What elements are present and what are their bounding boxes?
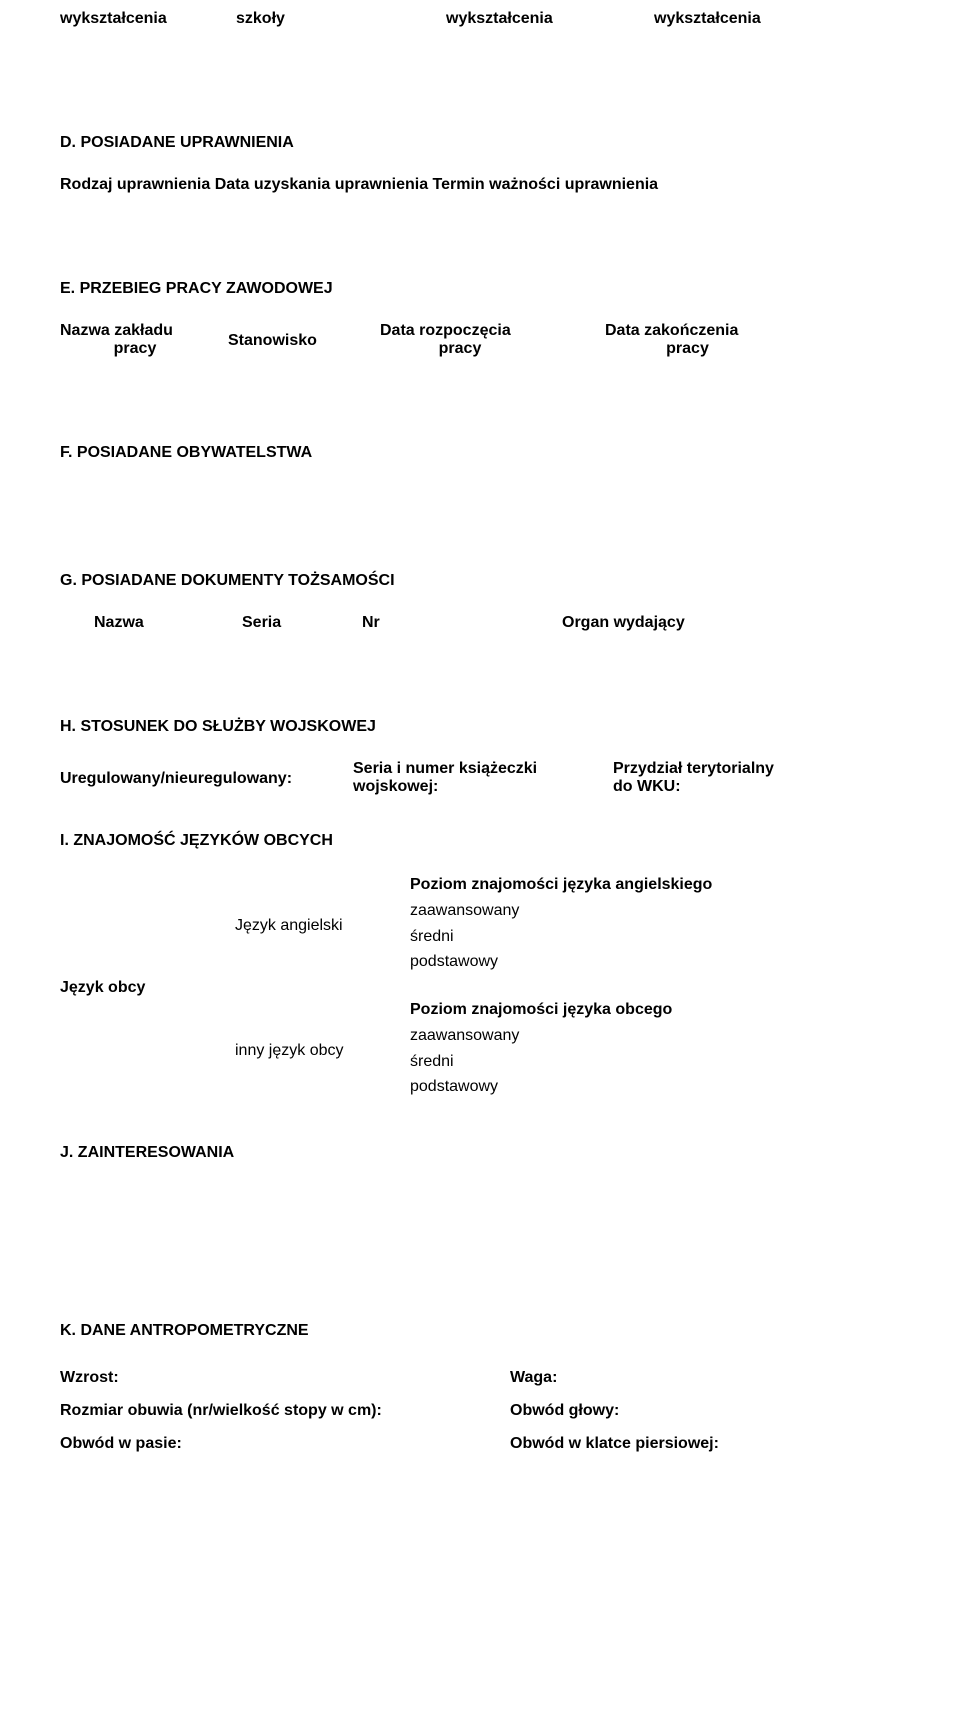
header-col-1: wykształcenia	[60, 10, 236, 28]
k-row-3: Obwód w pasie: Obwód w klatce piersiowej…	[60, 1430, 900, 1459]
lang-english-levels: Poziom znajomości języka angielskiego za…	[410, 876, 900, 975]
level-intermediate-2: średni	[410, 1049, 900, 1075]
education-header-row: wykształcenia szkoły wykształcenia wyksz…	[60, 10, 900, 28]
header-col-3: wykształcenia	[446, 10, 654, 28]
k-r1c2: Waga:	[510, 1364, 900, 1393]
h-col-2-line2: wojskowej:	[353, 778, 613, 796]
e-col-1-line1: Nazwa zakładu	[60, 322, 228, 340]
section-f-title: F. POSIADANE OBYWATELSTWA	[60, 444, 900, 462]
section-j-title: J. ZAINTERESOWANIA	[60, 1144, 900, 1162]
e-col-4: Data zakończenia pracy	[605, 322, 900, 358]
e-col-3-line2: pracy	[380, 340, 540, 358]
k-row-1: Wzrost: Waga:	[60, 1364, 900, 1393]
e-col-3-line1: Data rozpoczęcia	[380, 322, 605, 340]
spacer	[60, 632, 900, 682]
section-g-title: G. POSIADANE DOKUMENTY TOŻSAMOŚCI	[60, 572, 900, 590]
h-col-2-line1: Seria i numer książeczki	[353, 760, 613, 778]
h-col-2: Seria i numer książeczki wojskowej:	[353, 760, 613, 796]
h-col-3-line1: Przydział terytorialny	[613, 760, 900, 778]
g-col-2: Seria	[242, 614, 362, 632]
section-i-title: I. ZNAJOMOŚĆ JĘZYKÓW OBCYCH	[60, 832, 900, 850]
section-k-title: K. DANE ANTROPOMETRYCZNE	[60, 1322, 900, 1340]
k-r3c2: Obwód w klatce piersiowej:	[510, 1430, 900, 1459]
lang-other-group: inny język obcy Poziom znajomości języka…	[235, 993, 900, 1108]
e-col-4-line1: Data zakończenia	[605, 322, 900, 340]
lang-other-level-title: Poziom znajomości języka obcego	[410, 1001, 900, 1019]
k-r3c1: Obwód w pasie:	[60, 1430, 510, 1459]
level-basic: podstawowy	[410, 949, 900, 975]
level-advanced: zaawansowany	[410, 898, 900, 924]
k-r1c1: Wzrost:	[60, 1364, 510, 1393]
section-i-block: Język obcy Język angielski Poziom znajom…	[60, 868, 900, 1108]
e-col-1: Nazwa zakładu pracy	[60, 322, 228, 358]
level-basic-2: podstawowy	[410, 1074, 900, 1100]
spacer	[60, 1256, 900, 1286]
section-d-line: Rodzaj uprawnienia Data uzyskania uprawn…	[60, 176, 900, 194]
e-col-3: Data rozpoczęcia pracy	[380, 322, 605, 358]
section-e-title: E. PRZEBIEG PRACY ZAWODOWEJ	[60, 280, 900, 298]
section-d-title: D. POSIADANE UPRAWNIENIA	[60, 134, 900, 152]
lang-english-group: Język angielski Poziom znajomości języka…	[235, 868, 900, 983]
section-h-title: H. STOSUNEK DO SŁUŻBY WOJSKOWEJ	[60, 718, 900, 736]
e-col-2: Stanowisko	[228, 322, 380, 358]
lang-english-label: Język angielski	[235, 917, 410, 935]
spacer	[60, 68, 900, 98]
spacer	[60, 1186, 900, 1256]
spacer	[60, 486, 900, 536]
level-advanced-2: zaawansowany	[410, 1023, 900, 1049]
header-col-2: szkoły	[236, 10, 446, 28]
g-col-3: Nr	[362, 614, 562, 632]
k-r2c1: Rozmiar obuwia (nr/wielkość stopy w cm):	[60, 1397, 510, 1426]
section-g-headers: Nazwa Seria Nr Organ wydający	[60, 614, 900, 632]
spacer	[60, 194, 900, 244]
g-col-4: Organ wydający	[562, 614, 900, 632]
h-col-1: Uregulowany/nieuregulowany:	[60, 760, 353, 796]
h-col-3-line2: do WKU:	[613, 778, 900, 796]
i-right-block: Język angielski Poziom znajomości języka…	[235, 868, 900, 1108]
spacer	[60, 358, 900, 408]
header-col-4: wykształcenia	[654, 10, 900, 28]
lang-other-label: inny język obcy	[235, 1042, 410, 1060]
e-col-4-line2: pracy	[605, 340, 770, 358]
g-col-1: Nazwa	[94, 614, 242, 632]
document-page: wykształcenia szkoły wykształcenia wyksz…	[0, 0, 960, 1732]
k-r2c2: Obwód głowy:	[510, 1397, 900, 1426]
level-intermediate: średni	[410, 924, 900, 950]
e-col-1-line2: pracy	[60, 340, 210, 358]
lang-other-levels: Poziom znajomości języka obcego zaawanso…	[410, 1001, 900, 1100]
section-e-headers: Nazwa zakładu pracy Stanowisko Data rozp…	[60, 322, 900, 358]
i-left-label: Język obcy	[60, 868, 235, 1108]
section-h-headers: Uregulowany/nieuregulowany: Seria i nume…	[60, 760, 900, 796]
lang-english-level-title: Poziom znajomości języka angielskiego	[410, 876, 900, 894]
k-row-2: Rozmiar obuwia (nr/wielkość stopy w cm):…	[60, 1397, 900, 1426]
h-col-3: Przydział terytorialny do WKU:	[613, 760, 900, 796]
